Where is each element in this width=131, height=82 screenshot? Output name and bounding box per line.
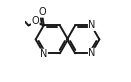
- Text: O: O: [31, 16, 39, 26]
- Text: N: N: [40, 49, 47, 59]
- Text: N: N: [88, 48, 96, 58]
- Text: O: O: [39, 7, 46, 17]
- Text: N: N: [88, 20, 96, 30]
